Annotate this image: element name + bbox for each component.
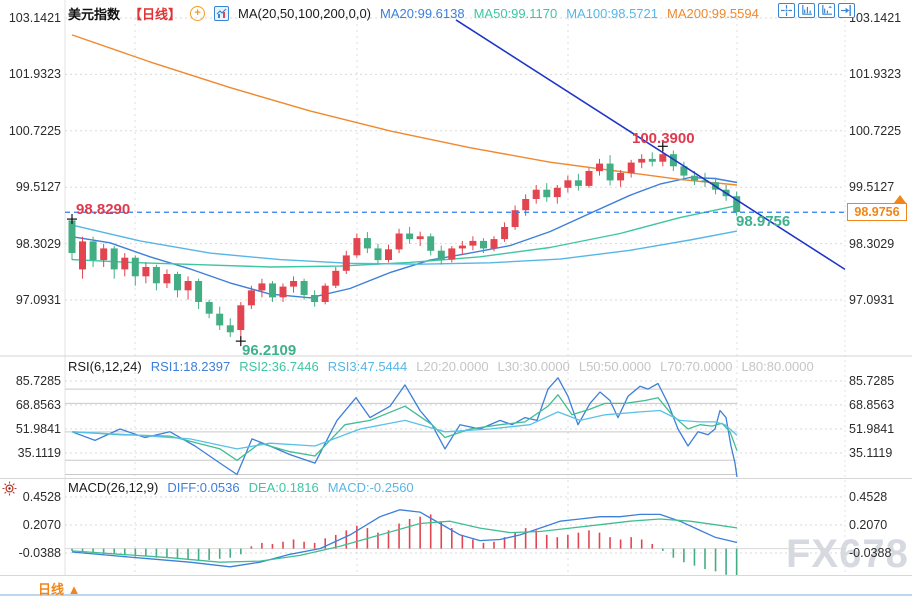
window-bottom-edge bbox=[0, 594, 912, 596]
period-selector-label: 日线 bbox=[38, 582, 65, 597]
watermark: FX678 bbox=[786, 532, 909, 576]
macd-settings-icon[interactable] bbox=[2, 481, 17, 499]
add-indicator-icon[interactable]: + bbox=[190, 6, 206, 21]
period-selector-arrow-icon: ▲ bbox=[67, 582, 81, 597]
last-price-axis-box: 98.9756 bbox=[847, 203, 907, 221]
period-selector[interactable]: 日线 ▲ bbox=[38, 579, 81, 598]
collapse-right-button[interactable] bbox=[838, 3, 855, 18]
time-axis-bar bbox=[0, 575, 912, 597]
indicator-chart-icon[interactable] bbox=[214, 6, 230, 21]
time-axis-button[interactable] bbox=[818, 3, 835, 18]
scale-axis-button[interactable] bbox=[798, 3, 815, 18]
crosshair-button[interactable] bbox=[778, 3, 795, 18]
price-up-arrow-icon bbox=[894, 195, 906, 203]
chart-toolbar bbox=[778, 3, 855, 18]
